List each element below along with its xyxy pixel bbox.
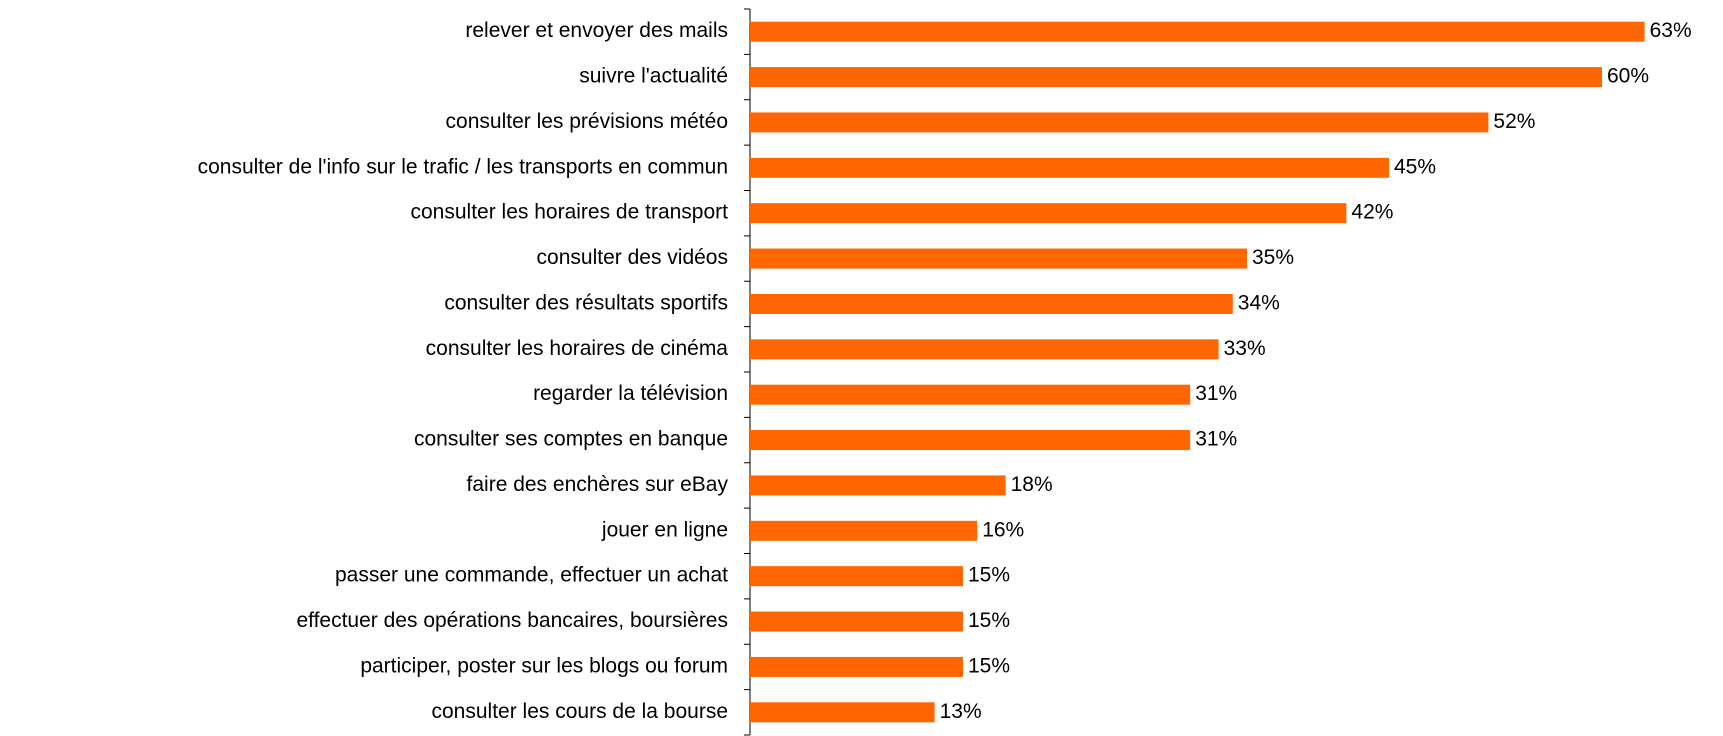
bar [750,21,1645,42]
category-label: participer, poster sur les blogs ou foru… [360,654,728,677]
category-label: effectuer des opérations bancaires, bour… [296,609,728,632]
category-label: faire des enchères sur eBay [467,473,729,496]
bar [750,702,935,723]
bar [750,475,1006,496]
value-label: 15% [968,654,1010,677]
category-label: consulter des résultats sportifs [444,291,728,314]
category-label: consulter les prévisions météo [446,110,728,133]
bar [750,430,1191,451]
bar [750,67,1602,88]
bar [750,566,963,587]
category-label: consulter les horaires de transport [411,201,729,224]
value-label: 63% [1650,19,1692,42]
category-label: consulter les cours de la bourse [432,700,729,723]
value-label: 16% [982,518,1024,541]
value-label: 34% [1238,291,1280,314]
category-label: regarder la télévision [533,382,728,405]
value-label: 31% [1195,428,1237,451]
bar [750,520,978,541]
category-label: jouer en ligne [601,518,728,541]
value-label: 31% [1195,382,1237,405]
bar [750,112,1489,133]
value-label: 13% [940,700,982,723]
category-label: consulter des vidéos [537,246,728,269]
category-label: passer une commande, effectuer un achat [335,564,728,587]
bar [750,203,1347,224]
bar [750,611,963,632]
category-label: consulter de l'info sur le trafic / les … [198,155,728,178]
value-label: 15% [968,609,1010,632]
value-label: 52% [1493,110,1535,133]
category-label: relever et envoyer des mails [465,19,728,42]
bar [750,248,1247,269]
value-label: 60% [1607,65,1649,88]
value-label: 15% [968,564,1010,587]
value-label: 33% [1224,337,1266,360]
category-label: consulter ses comptes en banque [414,428,728,451]
value-label: 42% [1351,201,1393,224]
category-label: consulter les horaires de cinéma [426,337,729,360]
value-label: 35% [1252,246,1294,269]
bar [750,293,1233,314]
category-label: suivre l'actualité [579,65,728,88]
value-label: 18% [1011,473,1053,496]
bar [750,339,1219,360]
bar [750,384,1191,405]
bar [750,656,963,677]
value-label: 45% [1394,155,1436,178]
bar [750,157,1389,178]
